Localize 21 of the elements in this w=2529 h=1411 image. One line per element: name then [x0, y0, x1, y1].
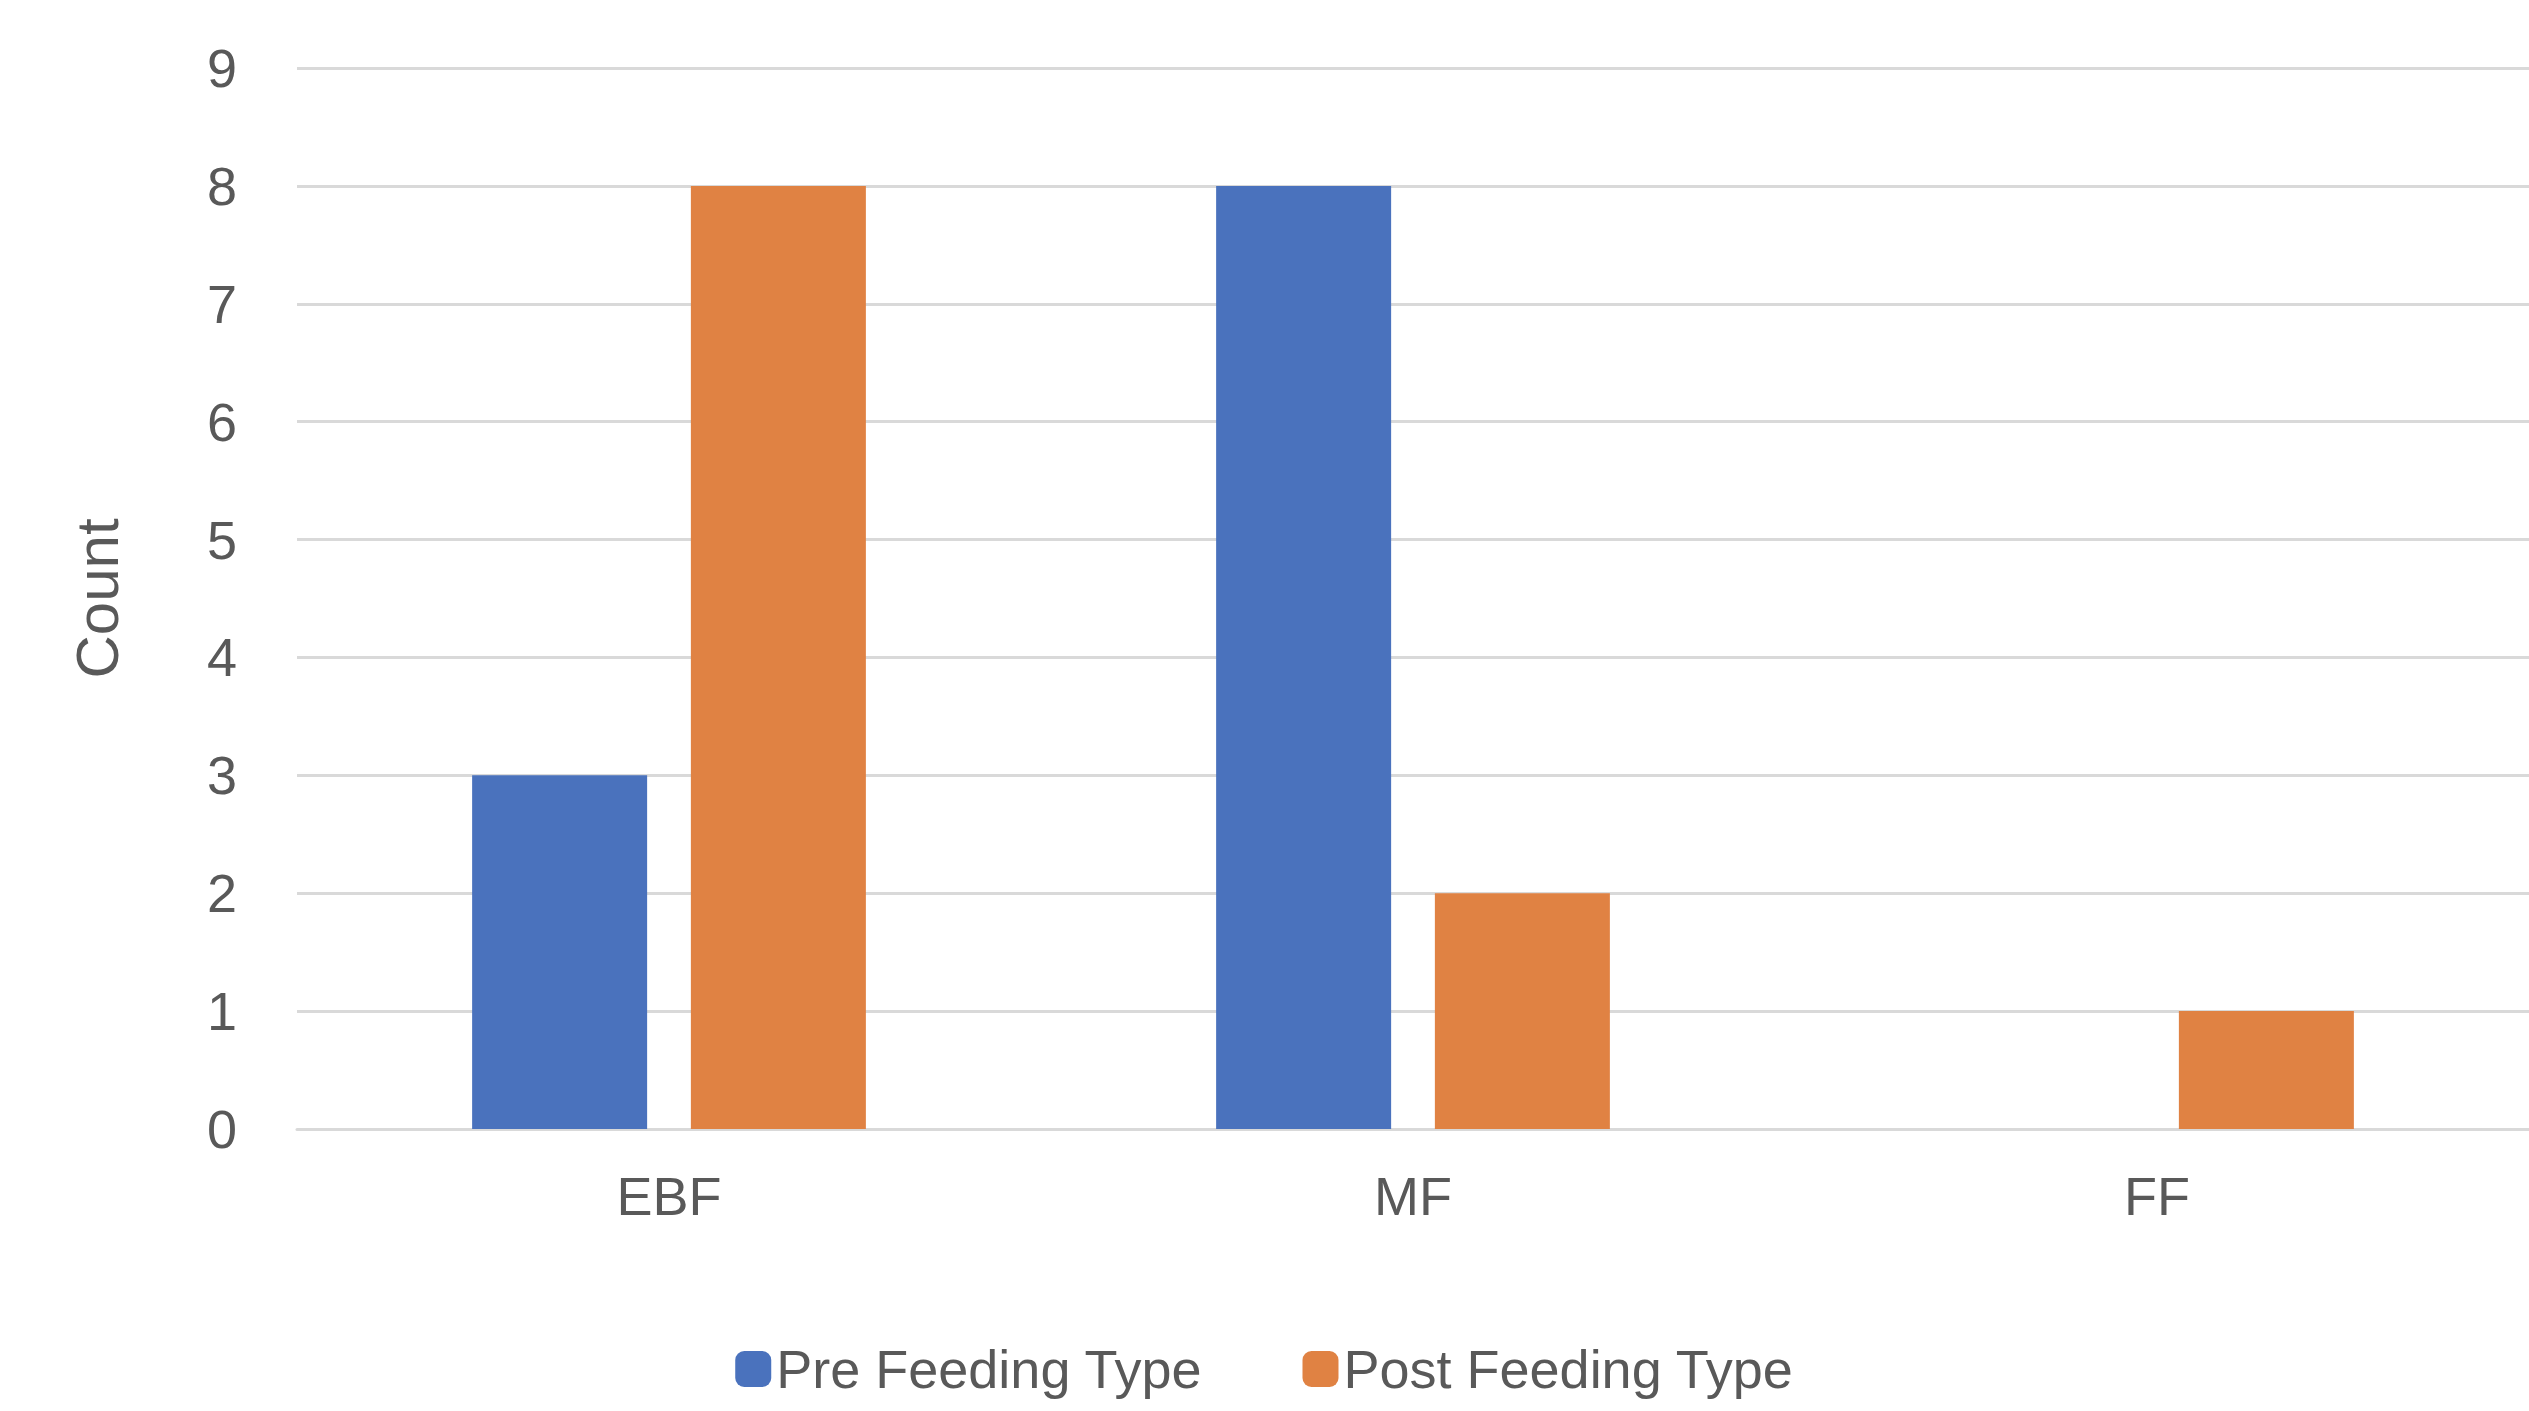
x-tick-label: EBF — [616, 1166, 722, 1226]
legend-label: Pre Feeding Type — [776, 1339, 1202, 1399]
y-tick-label: 3 — [206, 745, 237, 806]
y-tick-label: 1 — [206, 981, 237, 1042]
bar — [2178, 1011, 2354, 1129]
legend-label: Post Feeding Type — [1343, 1339, 1793, 1399]
y-tick-label: 9 — [206, 38, 237, 98]
y-tick-label: 8 — [206, 155, 237, 216]
x-tick-label: MF — [1374, 1166, 1452, 1226]
y-tick-label: 4 — [206, 627, 237, 688]
bar — [472, 775, 648, 1129]
y-tick-label: 6 — [206, 391, 237, 452]
y-tick-label: 5 — [206, 509, 237, 570]
y-tick-label: 7 — [206, 273, 237, 334]
bar — [1434, 893, 1610, 1129]
bar — [690, 185, 866, 1129]
x-tick-label: FF — [2124, 1166, 2190, 1226]
bar — [1216, 185, 1392, 1129]
y-tick-label: 2 — [206, 863, 237, 924]
y-tick-label: 0 — [206, 1099, 237, 1159]
y-axis-title: Count — [63, 518, 131, 679]
